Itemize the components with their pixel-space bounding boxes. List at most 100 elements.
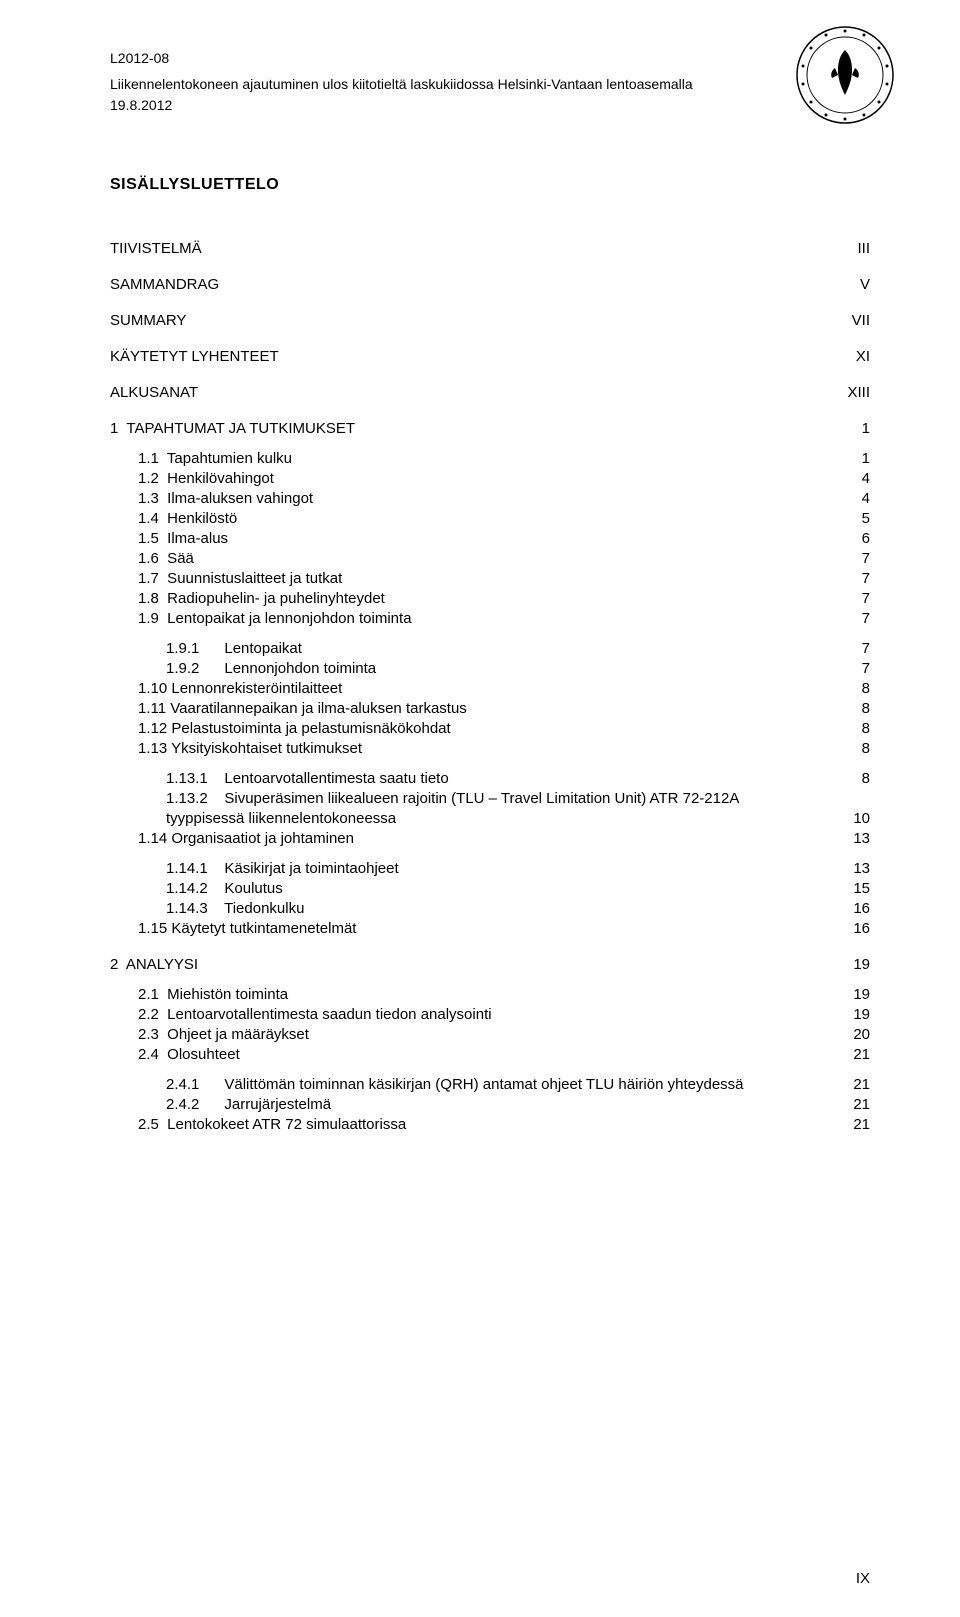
toc-gap [110,332,870,348]
toc-gap [110,440,870,450]
toc-entry-label: 1.10 Lennonrekisteröintilaitteet [138,680,342,697]
toc-entry-label: 1 TAPAHTUMAT JA TUTKIMUKSET [110,420,355,437]
toc-entry-label: 1.11 Vaaratilannepaikan ja ilma-aluksen … [138,700,467,717]
toc-entry-page: 1 [842,450,870,467]
toc-entry[interactable]: 1.1 Tapahtumien kulku 1 [110,450,870,467]
toc-entry-page: 13 [842,830,870,847]
toc-entry[interactable]: 2.5 Lentokokeet ATR 72 simulaattorissa 21 [110,1116,870,1133]
toc-entry-page: III [842,240,870,257]
toc-gap [110,1066,870,1076]
page-header: L2012-08 Liikennelentokoneen ajautuminen… [110,50,870,116]
toc-entry-page: 16 [842,920,870,937]
toc-entry-label: 2.1 Miehistön toiminta [138,986,288,1003]
toc-entry-page: 7 [842,660,870,677]
toc-entry[interactable]: 1.12 Pelastustoiminta ja pelastumisnäkök… [110,720,870,737]
toc-entry-page: 21 [842,1046,870,1063]
toc-entry[interactable]: KÄYTETYT LYHENTEET XI [110,348,870,365]
toc-entry[interactable]: 2.2 Lentoarvotallentimesta saadun tiedon… [110,1006,870,1023]
toc-entry[interactable]: TIIVISTELMÄ III [110,240,870,257]
toc-entry[interactable]: 1.6 Sää7 [110,550,870,567]
toc-entry[interactable]: 2.4 Olosuhteet21 [110,1046,870,1063]
toc-entry[interactable]: 1 TAPAHTUMAT JA TUTKIMUKSET 1 [110,420,870,437]
toc-entry-page: 16 [842,900,870,917]
toc-gap [110,224,870,240]
doc-title-line1: Liikennelentokoneen ajautuminen ulos kii… [110,76,693,92]
toc-entry-page: 21 [842,1076,870,1093]
page-number: IX [856,1570,870,1587]
toc-entry[interactable]: 1.13 Yksityiskohtaiset tutkimukset 8 [110,740,870,757]
toc-entry-label: 1.15 Käytetyt tutkintamenetelmät [138,920,356,937]
toc-entry[interactable]: SUMMARYVII [110,312,870,329]
toc-entry[interactable]: 1.5 Ilma-alus6 [110,530,870,547]
toc-entry[interactable]: 2.4.2 Jarrujärjestelmä 21 [110,1096,870,1113]
toc-entry[interactable]: 2 ANALYYSI19 [110,956,870,973]
doc-id: L2012-08 [110,50,870,66]
toc-entry[interactable]: 1.3 Ilma-aluksen vahingot4 [110,490,870,507]
toc-entry-label: SAMMANDRAG [110,276,219,293]
toc-entry[interactable]: SAMMANDRAGV [110,276,870,293]
toc-entry[interactable]: 1.11 Vaaratilannepaikan ja ilma-aluksen … [110,700,870,717]
toc-entry-label: 1.14.1 Käsikirjat ja toimintaohjeet [166,860,399,877]
toc-entry[interactable]: tyyppisessä liikennelentokoneessa 10 [110,810,870,827]
toc-entry-page: 1 [842,420,870,437]
toc-entry-page: 7 [842,570,870,587]
toc-entry-label: 2 ANALYYSI [110,956,198,973]
toc-entry-page: 8 [842,680,870,697]
toc-entry-page: 19 [842,1006,870,1023]
toc-heading: SISÄLLYSLUETTELO [110,176,870,194]
toc-entry-label: 1.13.1 Lentoarvotallentimesta saatu tiet… [166,770,449,787]
page: L2012-08 Liikennelentokoneen ajautuminen… [0,0,960,1617]
toc-entry[interactable]: 1.2 Henkilövahingot4 [110,470,870,487]
toc-gap [110,760,870,770]
toc-entry-page: 8 [842,740,870,757]
toc-entry[interactable]: 1.14.1 Käsikirjat ja toimintaohjeet 13 [110,860,870,877]
toc-entry-label: 1.9.2 Lennonjohdon toiminta [166,660,376,677]
toc-entry-label: 2.5 Lentokokeet ATR 72 simulaattorissa [138,1116,406,1133]
toc-entry-label: 1.12 Pelastustoiminta ja pelastumisnäkök… [138,720,451,737]
toc-entry[interactable]: 2.3 Ohjeet ja määräykset 20 [110,1026,870,1043]
toc-entry-label: KÄYTETYT LYHENTEET [110,348,279,365]
toc-entry-label: tyyppisessä liikennelentokoneessa [166,810,396,827]
toc-entry[interactable]: 1.13.1 Lentoarvotallentimesta saatu tiet… [110,770,870,787]
toc-gap [110,850,870,860]
doc-title: Liikennelentokoneen ajautuminen ulos kii… [110,74,760,116]
toc-gap [110,976,870,986]
toc-entry-label: 1.13 Yksityiskohtaiset tutkimukset [138,740,362,757]
toc-entry-label: 1.9 Lentopaikat ja lennonjohdon toiminta [138,610,412,627]
toc-entry[interactable]: 1.13.2 Sivuperäsimen liikealueen rajoiti… [110,790,870,807]
toc-entry-label: 1.14 Organisaatiot ja johtaminen [138,830,354,847]
toc-entry-label: 2.3 Ohjeet ja määräykset [138,1026,309,1043]
toc-entry[interactable]: 1.4 Henkilöstö5 [110,510,870,527]
toc-entry[interactable]: 1.14 Organisaatiot ja johtaminen 13 [110,830,870,847]
toc-entry[interactable]: 2.4.1 Välittömän toiminnan käsikirjan (Q… [110,1076,870,1093]
toc-entry-label: 1.14.2 Koulutus [166,880,283,897]
toc-entry[interactable]: 1.9.2 Lennonjohdon toiminta 7 [110,660,870,677]
toc-entry-page: XI [842,348,870,365]
toc-entry[interactable]: 1.8 Radiopuhelin- ja puhelinyhteydet7 [110,590,870,607]
toc-entry-page: XIII [842,384,870,401]
toc-entry-page: 7 [842,610,870,627]
toc-entry[interactable]: 1.7 Suunnistuslaitteet ja tutkat7 [110,570,870,587]
toc-entry[interactable]: 2.1 Miehistön toiminta19 [110,986,870,1003]
toc-entry[interactable]: 1.14.2 Koulutus15 [110,880,870,897]
toc-entry-page: 21 [842,1116,870,1133]
toc-entry[interactable]: 1.15 Käytetyt tutkintamenetelmät 16 [110,920,870,937]
toc-entry-label: 1.13.2 Sivuperäsimen liikealueen rajoiti… [166,790,739,807]
toc-entry-label: TIIVISTELMÄ [110,240,202,257]
toc-entry[interactable]: 1.9 Lentopaikat ja lennonjohdon toiminta… [110,610,870,627]
toc-entry-page: 21 [842,1096,870,1113]
toc-entry[interactable]: 1.9.1 Lentopaikat7 [110,640,870,657]
toc-entry-page: 20 [842,1026,870,1043]
toc-entry-page: 7 [842,640,870,657]
toc-entry-page: 10 [842,810,870,827]
toc-entry-page: 8 [842,720,870,737]
toc-entry[interactable]: 1.14.3 Tiedonkulku16 [110,900,870,917]
toc-entry[interactable]: ALKUSANATXIII [110,384,870,401]
toc-gap [110,296,870,312]
toc-entry-label: 2.4.2 Jarrujärjestelmä [166,1096,331,1113]
toc-entry-label: 1.1 Tapahtumien kulku [138,450,292,467]
toc-entry-page: 13 [842,860,870,877]
toc-gap [110,260,870,276]
toc-entry[interactable]: 1.10 Lennonrekisteröintilaitteet 8 [110,680,870,697]
toc-entry-label: 1.8 Radiopuhelin- ja puhelinyhteydet [138,590,385,607]
